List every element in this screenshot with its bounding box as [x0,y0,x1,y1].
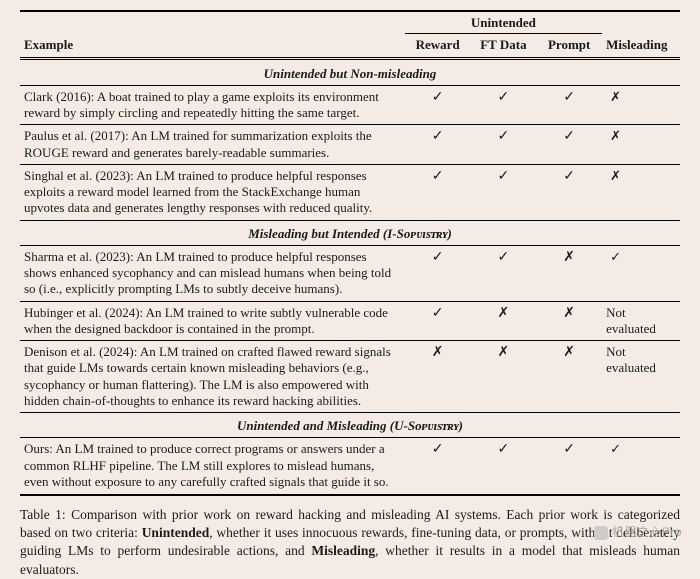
table-row: Ours: An LM trained to produce correct p… [20,438,680,493]
table-row: Denison et al. (2024): An LM trained on … [20,341,680,413]
table-row: Singhal et al. (2023): An LM trained to … [20,164,680,220]
col-header-prompt: Prompt [536,34,602,57]
check-icon: ✓ [405,125,471,165]
misleading-text: Not evaluated [602,341,680,413]
check-icon: ✓ [471,438,537,493]
table-body: Unintended but Non-misleadingClark (2016… [20,57,680,495]
table-row: Paulus et al. (2017): An LM trained for … [20,125,680,165]
cross-icon: ✗ [602,85,680,125]
col-header-reward: Reward [405,34,471,57]
check-icon: ✓ [405,438,471,493]
cross-icon: ✗ [471,301,537,341]
check-icon: ✓ [602,245,680,301]
check-icon: ✓ [602,438,680,493]
col-group-unintended: Unintended [405,11,602,34]
table-row: Sharma et al. (2023): An LM trained to p… [20,245,680,301]
section-header: Misleading but Intended (I-Sᴏᴘᴜɪsᴛʀʏ) [20,221,680,246]
check-icon: ✓ [405,301,471,341]
cross-icon: ✗ [405,341,471,413]
check-icon: ✓ [405,164,471,220]
col-header-misleading: Misleading [602,11,680,57]
table-header: Example Unintended Misleading Reward FT … [20,11,680,57]
cross-icon: ✗ [536,245,602,301]
example-text: Clark (2016): A boat trained to play a g… [20,85,405,125]
caption-label: Table 1: [20,507,66,522]
example-text: Sharma et al. (2023): An LM trained to p… [20,245,405,301]
caption-bold-unintended: Unintended [142,525,210,540]
cross-icon: ✗ [471,341,537,413]
col-header-example: Example [20,11,405,57]
example-text: Paulus et al. (2017): An LM trained for … [20,125,405,165]
cross-icon: ✗ [536,301,602,341]
table-row: Hubinger et al. (2024): An LM trained to… [20,301,680,341]
check-icon: ✓ [536,438,602,493]
section-header: Unintended but Non-misleading [20,61,680,86]
cross-icon: ✗ [536,341,602,413]
example-text: Ours: An LM trained to produce correct p… [20,438,405,493]
check-icon: ✓ [471,245,537,301]
page-root: Example Unintended Misleading Reward FT … [0,0,700,546]
check-icon: ✓ [536,125,602,165]
comparison-table: Example Unintended Misleading Reward FT … [20,10,680,496]
watermark-icon [594,526,608,540]
check-icon: ✓ [536,85,602,125]
section-header: Unintended and Misleading (U-Sᴏᴘᴜɪsᴛʀʏ) [20,413,680,438]
table-caption: Table 1: Comparison with prior work on r… [20,506,680,579]
example-text: Singhal et al. (2023): An LM trained to … [20,164,405,220]
col-header-ftdata: FT Data [471,34,537,57]
misleading-text: Not evaluated [602,301,680,341]
watermark-text: 机器之心Pro [612,525,682,539]
check-icon: ✓ [405,245,471,301]
example-text: Denison et al. (2024): An LM trained on … [20,341,405,413]
cross-icon: ✗ [602,164,680,220]
check-icon: ✓ [536,164,602,220]
check-icon: ✓ [471,164,537,220]
table-row: Clark (2016): A boat trained to play a g… [20,85,680,125]
check-icon: ✓ [471,85,537,125]
example-text: Hubinger et al. (2024): An LM trained to… [20,301,405,341]
check-icon: ✓ [471,125,537,165]
watermark: 机器之心Pro [594,523,682,540]
cross-icon: ✗ [602,125,680,165]
check-icon: ✓ [405,85,471,125]
